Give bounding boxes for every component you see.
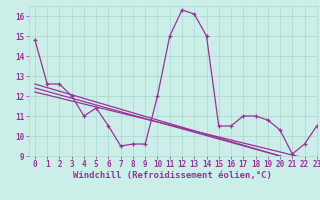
X-axis label: Windchill (Refroidissement éolien,°C): Windchill (Refroidissement éolien,°C)	[73, 171, 272, 180]
